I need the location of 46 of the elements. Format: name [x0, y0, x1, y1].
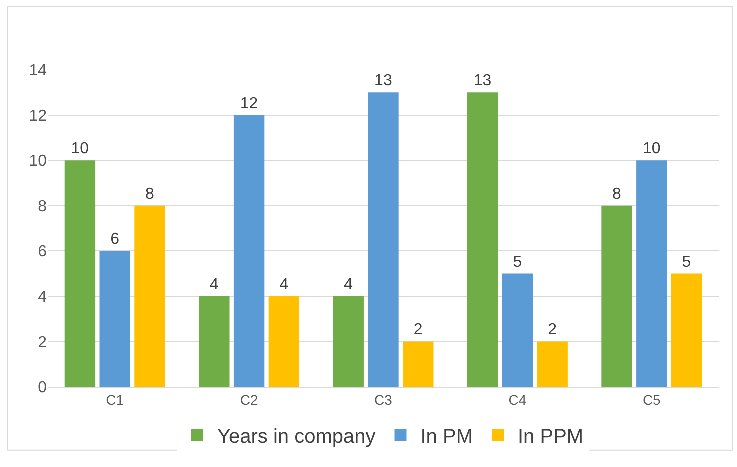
bar: [100, 251, 130, 387]
x-tick-label: C1: [106, 392, 124, 408]
bar: [403, 342, 434, 387]
legend-label: Years in company: [218, 426, 376, 448]
bar: [268, 296, 300, 387]
y-tick-label: 10: [29, 153, 48, 170]
bar: [234, 115, 265, 387]
data-label: 4: [344, 276, 354, 294]
bar: [333, 296, 364, 387]
y-tick-label: 0: [38, 380, 48, 397]
data-label: 13: [474, 72, 492, 90]
x-tick-label: C3: [374, 392, 393, 408]
y-tick-label: 14: [29, 62, 48, 80]
data-label: 10: [71, 140, 90, 158]
bar: [199, 296, 230, 387]
bar: [671, 274, 702, 387]
data-label: 12: [240, 95, 258, 112]
x-tick-label: C4: [508, 392, 527, 408]
data-label: 13: [374, 72, 392, 90]
y-tick-label: 6: [38, 244, 48, 261]
y-tick-label: 2: [38, 334, 48, 352]
x-tick-label: C2: [240, 392, 258, 408]
bar: [502, 274, 534, 387]
data-label: 5: [682, 254, 692, 271]
data-label: 5: [513, 254, 522, 271]
y-tick-label: 12: [29, 108, 48, 125]
bar: [537, 342, 568, 387]
bar: [134, 206, 166, 387]
data-label: 4: [210, 276, 219, 294]
data-label: 8: [145, 186, 154, 203]
data-label: 10: [642, 140, 661, 158]
data-label: 6: [110, 231, 120, 248]
legend-label: In PPM: [518, 426, 584, 448]
y-tick-label: 4: [38, 289, 48, 306]
y-tick-label: 8: [38, 198, 48, 216]
bar: [368, 92, 399, 387]
data-label: 4: [280, 276, 289, 294]
legend-label: In PM: [420, 426, 473, 448]
data-label: 2: [548, 322, 558, 339]
bar: [467, 92, 498, 387]
x-tick-label: C5: [642, 392, 662, 408]
bar: [602, 206, 632, 387]
data-label: 2: [414, 322, 423, 339]
data-label: 8: [612, 186, 622, 203]
bar: [64, 160, 96, 387]
bar: [636, 160, 668, 387]
